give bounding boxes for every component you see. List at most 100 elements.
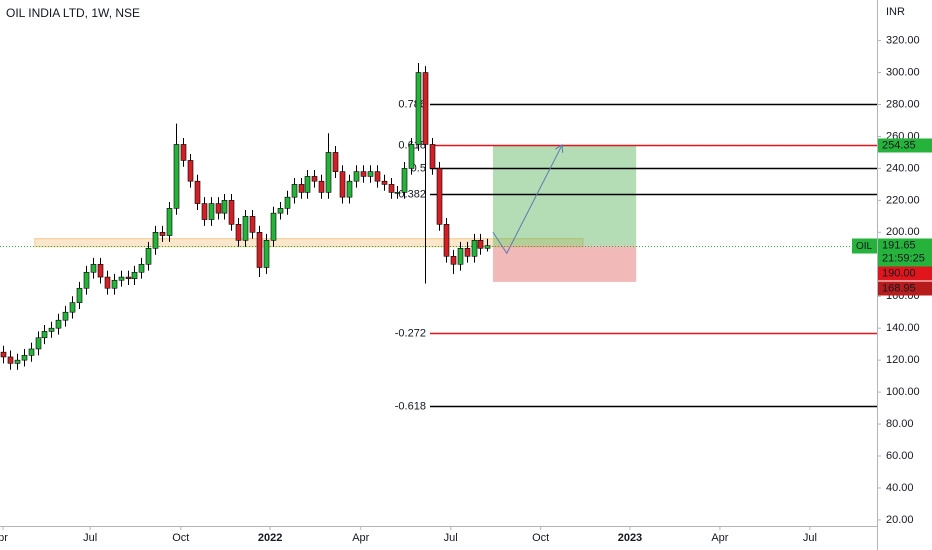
- support-zone: [34, 238, 584, 248]
- y-tick-label: 100.00: [886, 386, 920, 398]
- candle-body: [35, 337, 42, 350]
- candle-body: [145, 248, 152, 265]
- last-price-label: 191.65: [882, 239, 916, 251]
- symbol-tag: OIL: [856, 241, 873, 252]
- y-tick-label: 300.00: [886, 66, 920, 78]
- candle-body: [41, 331, 48, 339]
- candle-body: [111, 279, 118, 289]
- price-axis: 20.00 40.00 60.00 80.00 100.00 120.00 140.00 16…: [877, 34, 920, 526]
- candle-body: [381, 180, 388, 185]
- stop-area: [492, 245, 637, 282]
- candle-body: [242, 216, 249, 241]
- candle-body: [436, 168, 443, 225]
- candle-body: [0, 351, 7, 358]
- candle-body: [263, 240, 270, 268]
- y-tick-label: 60.00: [886, 450, 914, 462]
- currency: INR: [886, 6, 905, 18]
- candle-body: [291, 184, 298, 198]
- candle-body: [201, 203, 208, 220]
- candle-body: [429, 144, 436, 169]
- candle-body: [166, 208, 173, 236]
- x-tick-label: Apr: [352, 532, 369, 544]
- candle-body: [415, 72, 422, 145]
- candle-body: [221, 200, 228, 214]
- x-tick-label: Jul: [803, 532, 817, 544]
- y-tick-label: 200.00: [886, 226, 920, 238]
- candle-body: [62, 311, 69, 321]
- candle-body: [55, 319, 62, 329]
- candle-body: [194, 180, 201, 204]
- candle-body: [311, 176, 318, 182]
- y-tick-label: 280.00: [886, 98, 920, 110]
- candle-body: [477, 240, 484, 249]
- level-price-label: 190.00: [882, 267, 916, 279]
- candle-body: [76, 287, 83, 303]
- candle-body: [97, 263, 104, 278]
- arrow-head: [555, 144, 564, 153]
- stop-price-label-bg: [878, 281, 932, 296]
- x-tick-label: 2023: [618, 532, 642, 544]
- candle-body: [235, 224, 242, 241]
- x-tick-label: Jul: [444, 532, 458, 544]
- candle-body: [249, 216, 256, 233]
- countdown-label: 21:59:25: [882, 252, 925, 264]
- candle-body: [484, 245, 491, 249]
- y-tick-label: 80.00: [886, 418, 914, 430]
- target-price-label: 254.35: [882, 139, 916, 151]
- candle-body: [408, 144, 415, 169]
- candle-body: [284, 196, 291, 209]
- candle-body: [138, 263, 145, 273]
- target-area: [492, 145, 637, 246]
- candle-body: [131, 271, 138, 279]
- x-tick-label: 2022: [258, 532, 282, 544]
- y-tick-label: 140.00: [886, 322, 920, 334]
- candle-body: [69, 302, 76, 313]
- candle-body: [367, 171, 374, 177]
- x-tick-label: Jul: [83, 532, 97, 544]
- candle-body: [325, 152, 332, 193]
- stop-price-label: 168.95: [882, 282, 916, 294]
- x-tick-label: Oct: [172, 532, 189, 544]
- candle-body: [187, 160, 194, 182]
- candle-body: [346, 180, 353, 198]
- candle-body: [173, 144, 180, 209]
- candle-body: [21, 355, 28, 361]
- y-tick-label: 20.00: [886, 514, 914, 526]
- x-tick-label: Oct: [532, 532, 549, 544]
- candle-body: [215, 203, 222, 214]
- candle-body: [180, 144, 187, 161]
- candle-body: [422, 72, 429, 145]
- candle-body: [159, 232, 166, 236]
- y-tick-label: 120.00: [886, 354, 920, 366]
- candle-body: [90, 263, 97, 273]
- candle-body: [318, 180, 325, 193]
- candle-body: [471, 240, 478, 257]
- y-tick-label: 220.00: [886, 194, 920, 206]
- y-tick-label: 240.00: [886, 162, 920, 174]
- candle-body: [83, 271, 90, 289]
- projection-path: [492, 144, 563, 255]
- candle-body: [339, 171, 346, 198]
- candle-body: [401, 168, 408, 193]
- fib-label: 0.786: [398, 98, 426, 110]
- candle-body: [7, 356, 14, 364]
- candle-body: [443, 224, 450, 257]
- candle-body: [14, 359, 21, 364]
- candle-body: [298, 184, 305, 193]
- candle-body: [118, 276, 125, 281]
- level-price-label-bg: [878, 266, 932, 281]
- candle-body: [256, 232, 263, 268]
- symbol-tag-bg: [852, 238, 877, 254]
- candle-body: [208, 203, 215, 220]
- candle-body: [450, 255, 457, 265]
- candle-body: [152, 232, 159, 249]
- candle-body: [48, 327, 55, 332]
- candle-body: [360, 171, 367, 177]
- target-price-label-bg: [878, 138, 932, 153]
- candle-body: [28, 348, 35, 356]
- candle-body: [353, 171, 360, 182]
